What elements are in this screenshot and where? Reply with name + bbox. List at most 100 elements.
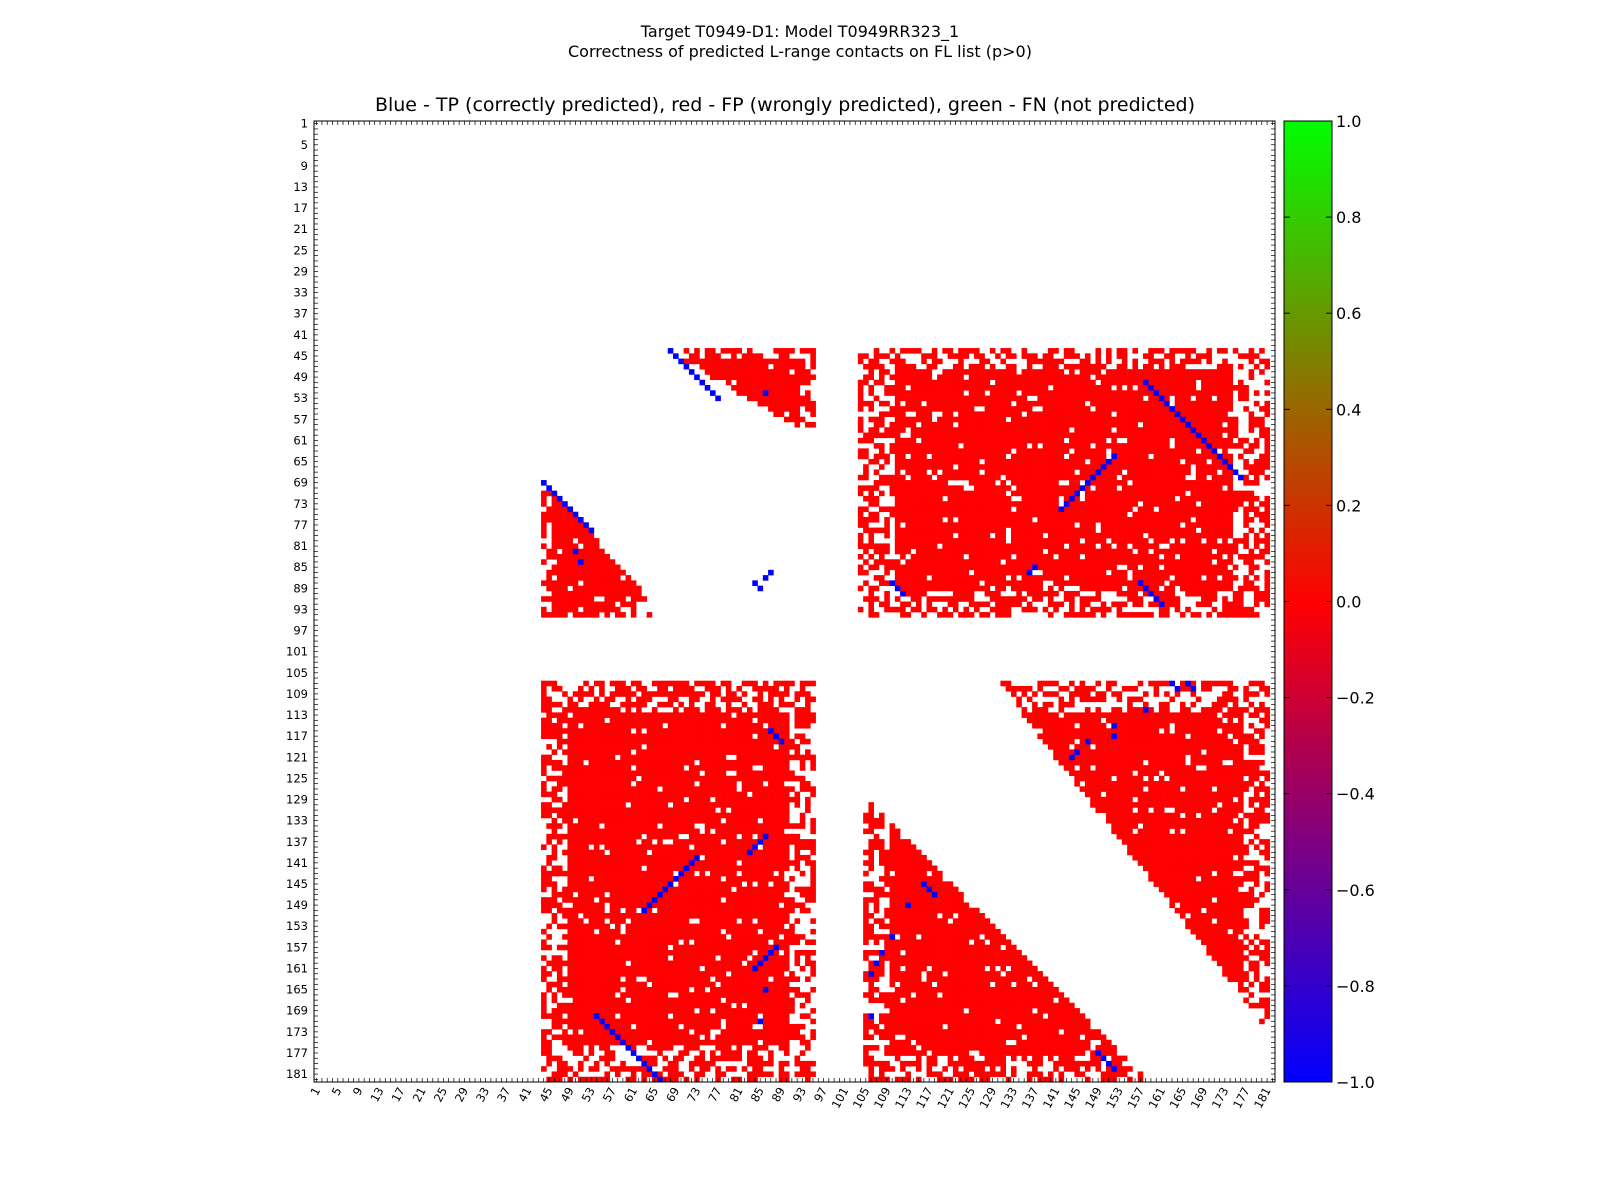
fp-contact-cell xyxy=(1127,490,1133,497)
fp-contact-cell xyxy=(757,823,764,829)
fp-contact-cell xyxy=(963,490,970,497)
fp-contact-cell xyxy=(673,749,679,755)
fp-contact-cell xyxy=(1042,448,1049,454)
fp-contact-cell xyxy=(541,495,547,502)
fp-contact-cell xyxy=(551,728,558,734)
fp-contact-cell xyxy=(1164,490,1170,497)
fp-contact-cell xyxy=(688,828,695,835)
fp-contact-cell xyxy=(900,411,906,417)
fp-contact-cell xyxy=(778,802,785,808)
fp-contact-cell xyxy=(905,517,911,523)
fp-contact-cell xyxy=(1127,532,1133,539)
fp-contact-cell xyxy=(1206,406,1212,412)
fp-contact-cell xyxy=(768,765,774,771)
fp-contact-cell xyxy=(878,527,885,534)
fp-contact-cell xyxy=(1227,427,1234,433)
fp-contact-cell xyxy=(704,744,711,750)
fp-contact-cell xyxy=(762,770,769,777)
fp-contact-cell xyxy=(1148,527,1154,534)
fp-contact-cell xyxy=(1153,532,1160,539)
fp-contact-cell xyxy=(752,759,758,766)
fp-contact-cell xyxy=(1132,543,1139,549)
fp-contact-cell xyxy=(762,379,769,386)
fp-contact-cell xyxy=(1185,385,1191,391)
fp-contact-cell xyxy=(921,353,927,359)
fp-contact-cell xyxy=(783,722,790,729)
fp-contact-cell xyxy=(1142,501,1149,507)
fp-contact-cell xyxy=(1153,469,1160,476)
fp-contact-cell xyxy=(667,833,674,840)
fp-contact-cell xyxy=(968,411,975,417)
fp-contact-cell xyxy=(614,606,621,613)
fp-contact-cell xyxy=(556,612,563,618)
fp-contact-cell xyxy=(1069,469,1075,476)
fp-contact-cell xyxy=(952,543,959,549)
fp-contact-cell xyxy=(673,775,679,782)
fp-contact-cell xyxy=(974,416,980,423)
fp-contact-cell xyxy=(578,817,584,824)
fp-contact-cell xyxy=(752,817,758,824)
fp-contact-cell xyxy=(1248,421,1255,428)
fp-contact-cell xyxy=(1158,385,1165,391)
fp-contact-cell xyxy=(704,680,711,687)
fp-contact-cell xyxy=(541,580,547,586)
fp-contact-cell xyxy=(894,379,901,386)
fp-contact-cell xyxy=(900,501,906,507)
fp-contact-cell xyxy=(768,685,774,692)
fp-contact-cell xyxy=(572,612,579,618)
fp-contact-cell xyxy=(541,844,547,850)
fp-contact-cell xyxy=(921,416,927,423)
fp-contact-cell xyxy=(783,395,790,402)
fp-contact-cell xyxy=(1079,458,1086,465)
fp-contact-cell xyxy=(636,759,642,766)
fp-contact-cell xyxy=(931,527,938,534)
fp-contact-cell xyxy=(1264,437,1271,444)
fp-contact-cell xyxy=(1095,585,1102,592)
fp-contact-cell xyxy=(651,680,658,687)
fp-contact-cell xyxy=(889,506,896,513)
fp-contact-cell xyxy=(1021,506,1028,513)
fp-contact-cell xyxy=(884,411,890,417)
fp-contact-cell xyxy=(699,759,706,766)
fp-contact-cell xyxy=(720,348,727,354)
fp-contact-cell xyxy=(1153,395,1160,402)
fp-contact-cell xyxy=(1037,501,1043,507)
fp-contact-cell xyxy=(1111,532,1117,539)
fp-contact-cell xyxy=(667,701,674,708)
fp-contact-cell xyxy=(636,744,642,750)
fp-contact-cell xyxy=(799,707,806,713)
fp-contact-cell xyxy=(900,485,906,491)
fp-contact-cell xyxy=(1179,363,1186,370)
fp-contact-cell xyxy=(1243,464,1249,470)
fp-contact-cell xyxy=(1174,538,1181,544)
fp-contact-cell xyxy=(1063,379,1070,386)
fp-contact-cell xyxy=(583,585,589,592)
fp-contact-cell xyxy=(937,511,943,518)
fp-contact-cell xyxy=(952,432,959,439)
fp-contact-cell xyxy=(768,696,774,703)
fp-contact-cell xyxy=(588,548,595,555)
fp-contact-cell xyxy=(783,379,790,386)
fp-contact-cell xyxy=(1169,485,1175,491)
fp-contact-cell xyxy=(1164,553,1170,560)
fp-contact-cell xyxy=(974,490,980,497)
fp-contact-cell xyxy=(910,559,917,565)
fp-contact-cell xyxy=(609,828,616,835)
fp-contact-cell xyxy=(873,348,880,354)
fp-contact-cell xyxy=(905,390,911,396)
fp-contact-cell xyxy=(1016,411,1022,417)
fp-contact-cell xyxy=(1238,601,1244,608)
fp-contact-cell xyxy=(937,464,943,470)
fp-contact-cell xyxy=(593,564,600,571)
fp-contact-cell xyxy=(731,738,737,745)
fp-contact-cell xyxy=(873,480,880,486)
fp-contact-cell xyxy=(810,712,816,718)
fp-contact-cell xyxy=(630,733,637,740)
fp-contact-cell xyxy=(1195,474,1202,481)
fp-contact-cell xyxy=(1021,448,1028,454)
fp-contact-cell xyxy=(794,833,801,840)
fp-contact-cell xyxy=(1079,437,1086,444)
fp-contact-cell xyxy=(1111,575,1117,581)
fp-contact-cell xyxy=(768,759,774,766)
fp-contact-cell xyxy=(783,802,790,808)
